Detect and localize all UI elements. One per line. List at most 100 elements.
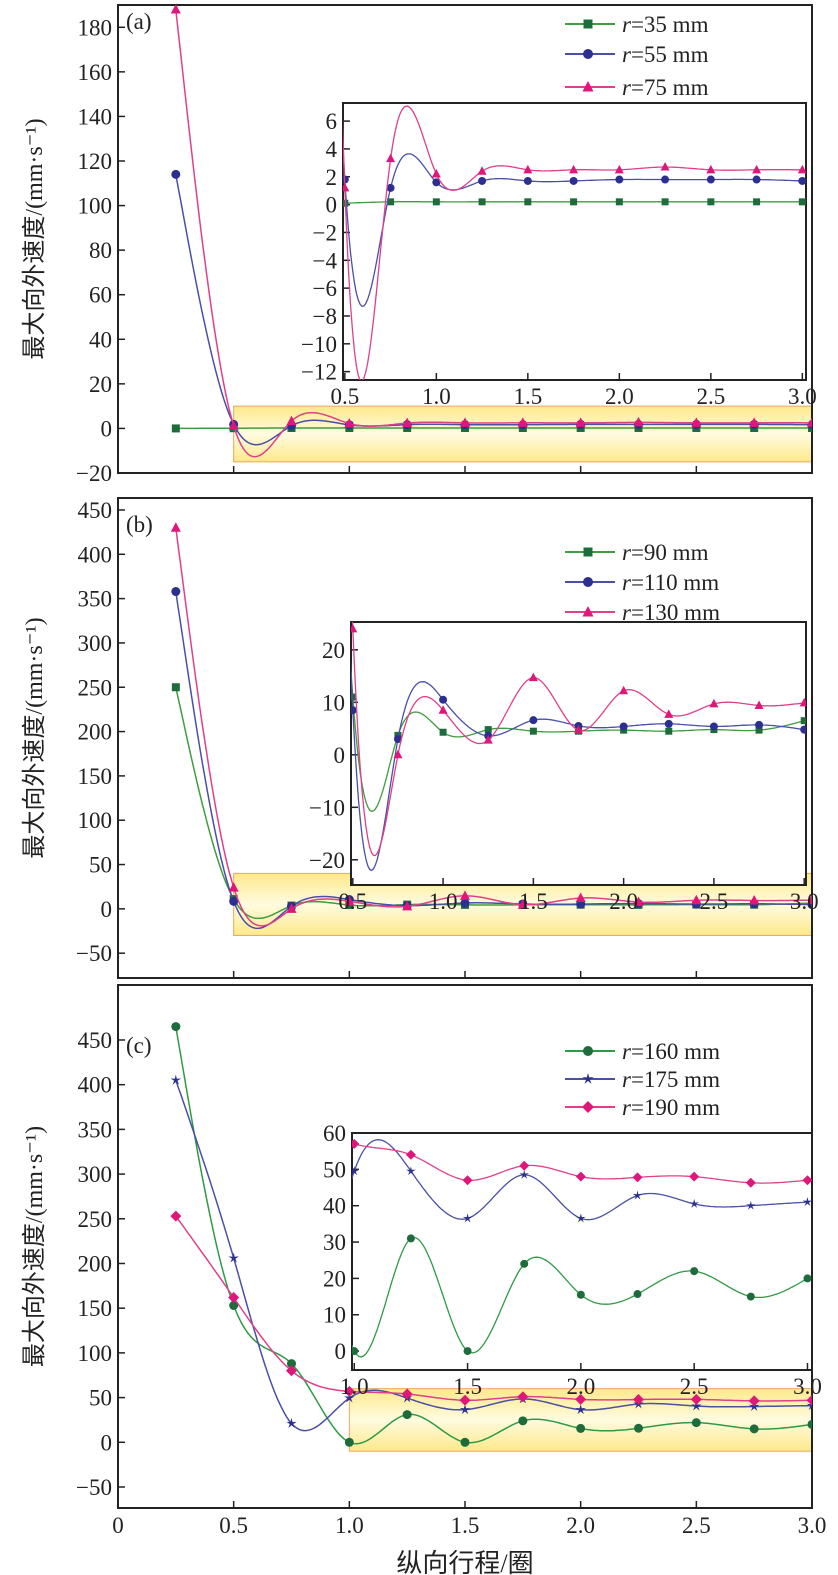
- data-point-triangle: [286, 415, 297, 426]
- data-point-star: [802, 1197, 812, 1207]
- data-point-circle: [518, 1416, 528, 1426]
- data-point-circle: [664, 719, 673, 728]
- legend-item-110: r=110 mm: [565, 570, 719, 595]
- legend-item-90: r=90 mm: [565, 540, 709, 565]
- y-tick-label: 250: [78, 675, 113, 700]
- data-point-diamond: [806, 1394, 812, 1406]
- data-point-star: [746, 1200, 756, 1210]
- y-tick-label: 300: [78, 631, 113, 656]
- legend-item-35: r=35 mm: [565, 12, 709, 37]
- y-tick-label: 100: [78, 194, 113, 219]
- data-point-circle: [634, 1423, 643, 1433]
- data-point-triangle: [477, 166, 487, 175]
- data-point-circle: [406, 1234, 415, 1243]
- data-point-circle: [709, 722, 718, 731]
- data-point-circle: [798, 176, 806, 185]
- y-tick-label: 400: [78, 1073, 113, 1098]
- data-point-circle: [463, 1347, 472, 1356]
- data-point-triangle: [582, 81, 594, 92]
- data-point-circle: [402, 1410, 412, 1420]
- data-point-circle: [800, 725, 806, 734]
- data-point-circle: [576, 1290, 585, 1299]
- data-point-star: [576, 1213, 586, 1223]
- y-tick-label: 140: [78, 104, 113, 129]
- y-tick-label: 0: [101, 1430, 113, 1455]
- inset-y-tick-label: 20: [323, 1266, 346, 1291]
- data-point-square: [524, 198, 532, 206]
- data-point-square: [583, 547, 593, 557]
- inset-y-tick-label: −8: [313, 304, 337, 329]
- series-line-190: [175, 1215, 812, 1402]
- data-point-square: [798, 198, 806, 206]
- data-point-square: [755, 726, 763, 734]
- data-point-triangle: [438, 705, 448, 714]
- inset-series-line-175: [352, 1139, 808, 1221]
- data-point-triangle: [517, 417, 528, 427]
- y-axis-label: 最大向外速度/(mm·s⁻¹): [21, 617, 48, 858]
- data-point-diamond: [401, 1388, 413, 1400]
- inset-frame: [350, 621, 807, 886]
- data-point-triangle: [460, 417, 470, 427]
- data-point-star: [519, 1169, 529, 1179]
- data-point-triangle: [386, 153, 396, 163]
- panel-label: (b): [126, 512, 153, 537]
- data-point-square: [753, 198, 761, 206]
- data-point-triangle: [754, 700, 764, 709]
- data-point-circle: [439, 695, 448, 704]
- inset-series-line-35: [343, 201, 803, 204]
- data-point-diamond: [575, 1171, 586, 1182]
- y-tick-label: 100: [78, 1341, 113, 1366]
- y-tick-label: 450: [78, 1028, 113, 1053]
- legend-item-75: r=75 mm: [565, 75, 709, 100]
- data-point-diamond: [632, 1172, 643, 1183]
- data-point-triangle: [664, 709, 674, 718]
- data-point-circle: [386, 183, 395, 192]
- x-tick-label: 1.0: [335, 1513, 364, 1538]
- data-point-triangle: [402, 417, 413, 428]
- data-point-triangle: [402, 900, 413, 911]
- data-point-circle: [460, 898, 470, 908]
- data-point-triangle: [460, 890, 470, 900]
- data-point-circle: [752, 175, 761, 184]
- data-point-circle: [749, 1424, 759, 1434]
- y-tick-label: 400: [78, 542, 113, 567]
- x-tick-label: 0: [112, 1513, 124, 1538]
- inset-series-group: [343, 105, 806, 380]
- inset-series-line-90: [351, 661, 805, 812]
- data-point-square: [800, 717, 806, 725]
- data-point-diamond: [405, 1149, 416, 1160]
- inset-x-tick-label: 3.0: [788, 384, 817, 409]
- y-tick-label: 150: [78, 1296, 113, 1321]
- data-point-triangle: [228, 882, 239, 892]
- data-point-square: [570, 198, 578, 206]
- series-group: [170, 5, 812, 458]
- data-point-circle: [619, 722, 628, 731]
- data-point-triangle: [351, 623, 358, 633]
- inset-plot: −12 −10 −8 −6 −4 −20 2 4 6 0.5 1.0 1.5 2.0 2.5 3.0: [301, 102, 817, 409]
- y-tick-label: 180: [78, 15, 113, 40]
- data-point-circle: [171, 169, 181, 179]
- y-tick-label: 250: [78, 1207, 113, 1232]
- data-point-circle: [460, 1437, 470, 1447]
- inset-x-tick-label: 1.0: [340, 1374, 369, 1399]
- x-tick-label: 2.0: [566, 1513, 595, 1538]
- inset-y-tick-label: −12: [301, 360, 337, 385]
- inset-x-tick-label: 2.5: [680, 1374, 709, 1399]
- data-point-diamond: [575, 1393, 587, 1405]
- inset-y-tick-label: 20: [322, 638, 345, 663]
- data-point-circle: [523, 176, 532, 185]
- y-tick-label: −20: [76, 461, 112, 486]
- data-point-circle: [661, 175, 670, 184]
- data-point-circle: [583, 577, 593, 587]
- inset-y-tick-label: 10: [322, 690, 345, 715]
- inset-y-tick-label: −10: [301, 332, 337, 357]
- data-point-triangle: [574, 725, 583, 734]
- x-tick-label: 3.0: [798, 1513, 827, 1538]
- y-tick-label: 200: [78, 1251, 113, 1276]
- inset-y-tick-label: −4: [313, 248, 338, 273]
- data-point-circle: [583, 1046, 593, 1056]
- inset-series-group: [351, 622, 806, 872]
- inset-y-tick-label: −10: [309, 795, 345, 820]
- data-point-circle: [706, 175, 715, 184]
- y-tick-label: 100: [78, 808, 113, 833]
